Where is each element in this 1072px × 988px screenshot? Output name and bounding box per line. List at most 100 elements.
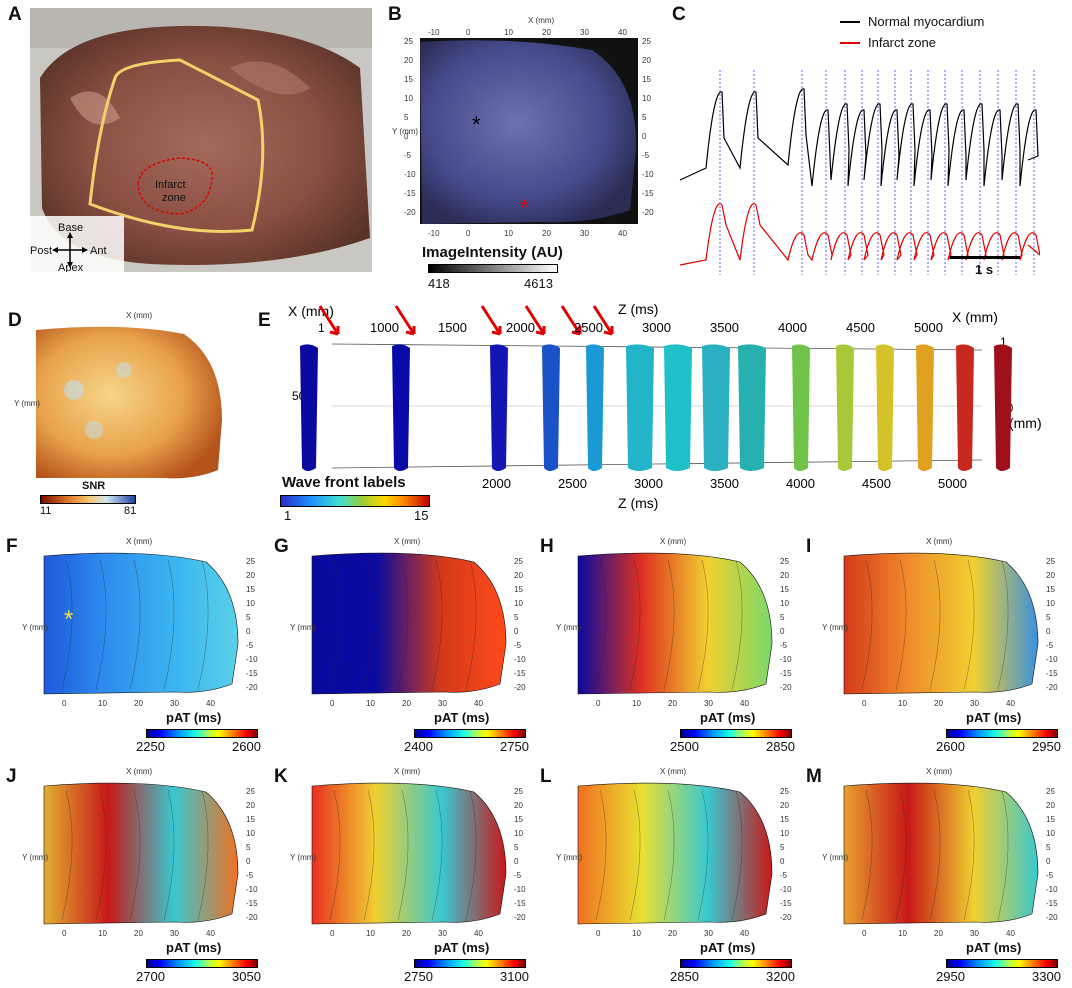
isochrone-line	[163, 559, 175, 691]
map-x-tick: 0	[62, 929, 67, 938]
isochrone-line	[61, 559, 73, 691]
panel-letter-b: B	[388, 4, 402, 25]
isochrone-line	[731, 789, 743, 921]
map-x-tick: 30	[438, 699, 447, 708]
map-y-tick: 0	[514, 857, 519, 866]
map-y-tick: -10	[780, 655, 792, 664]
map-x-tick: 40	[740, 929, 749, 938]
map-x-tick: 10	[98, 929, 107, 938]
e-z-top-tick: 2500	[574, 320, 603, 335]
map-y-tick: -15	[780, 899, 792, 908]
map-y-tick: -20	[514, 683, 526, 692]
map-x-tick: 30	[170, 929, 179, 938]
pat-cb-title: pAT (ms)	[166, 710, 222, 725]
map-x-tick: 40	[206, 699, 215, 708]
map-y-tick: 5	[780, 613, 785, 622]
map-y-tick: -20	[780, 683, 792, 692]
b-cb-max: 4613	[524, 276, 553, 291]
pat-map-panel: F 0 10 20 30 40 25 20 15 10 5 0 -5 -10 -15 -20 X (mm) Y (…	[6, 534, 268, 756]
map-y-tick: -10	[780, 885, 792, 894]
map-y-tick: 10	[780, 829, 789, 838]
map-y-tick: -10	[1046, 885, 1058, 894]
map-x-tick: 0	[862, 699, 867, 708]
pat-colorbar	[146, 959, 258, 968]
map-x-tick: 20	[134, 929, 143, 938]
map-x-label: X (mm)	[660, 767, 687, 776]
intensity-map-svg: X (mm) Y (mm) * * -10 -10 0 0 10 10 20 20 30 30 40…	[392, 16, 654, 238]
map-y-tick: 10	[514, 829, 523, 838]
pat-map-panel: K 0 10 20 30 40 25 20 15 10 5 0 -5 -10 -15 -20 X (mm) Y (…	[274, 764, 536, 986]
map-y-tick: 15	[780, 815, 789, 824]
map-y-tick: 20	[780, 571, 789, 580]
b-y-tick: -10	[404, 170, 416, 179]
map-y-tick: -20	[1046, 683, 1058, 692]
map-x-label: X (mm)	[660, 537, 687, 546]
map-y-label: Y (mm)	[22, 853, 48, 862]
b-y-tick: 10	[404, 94, 413, 103]
isochrone-line	[129, 789, 141, 921]
b-y-tick: -15	[404, 189, 416, 198]
isochrone-line	[329, 789, 341, 921]
map-x-label: X (mm)	[394, 767, 421, 776]
pat-colorbar	[146, 729, 258, 738]
map-y-tick: 25	[514, 787, 523, 796]
map-x-label: X (mm)	[394, 537, 421, 546]
isochrone-line	[363, 559, 375, 691]
d-cb-max: 81	[124, 505, 137, 517]
map-y-tick: 25	[246, 787, 255, 796]
isochrone-line	[929, 559, 941, 691]
scale-bar-label: 1 s	[975, 262, 994, 277]
pat-map-surface	[843, 782, 1039, 925]
pat-map-surface	[311, 552, 507, 695]
map-y-tick: -20	[246, 683, 258, 692]
e-z-top-tick: 2000	[506, 320, 535, 335]
map-y-label: Y (mm)	[556, 853, 582, 862]
legend-swatch-infarct	[840, 41, 860, 44]
map-y-tick: -5	[1046, 871, 1054, 880]
b-y-label: Y (mm)	[392, 127, 418, 136]
map-y-tick: 0	[780, 627, 785, 636]
panel-letter-e: E	[258, 310, 271, 331]
legend-label-infarct: Infarct zone	[868, 35, 936, 50]
wavefront-blob	[956, 344, 974, 471]
b-x-tick: 30	[580, 229, 589, 238]
red-arrow	[592, 305, 614, 336]
b-x-tick: 0	[466, 28, 471, 37]
wavefront-blob	[836, 344, 854, 471]
map-y-tick: -5	[1046, 641, 1054, 650]
map-y-tick: -15	[780, 669, 792, 678]
map-y-tick: -10	[246, 655, 258, 664]
wavefront-blob	[876, 344, 894, 471]
b-y-tick: 10	[642, 94, 651, 103]
map-x-tick: 10	[98, 699, 107, 708]
isochrone-line	[197, 789, 209, 921]
b-marker-black: *	[472, 112, 481, 137]
map-x-label: X (mm)	[926, 537, 953, 546]
map-x-label: X (mm)	[126, 767, 153, 776]
signal-traces-svg	[679, 70, 1041, 275]
legend-item-normal: Normal myocardium	[840, 14, 984, 29]
map-x-tick: 20	[934, 699, 943, 708]
normal-trace	[679, 88, 1039, 187]
pat-map-surface	[311, 782, 507, 925]
pat-cb-title: pAT (ms)	[700, 940, 756, 955]
isochrone-line	[465, 559, 477, 691]
isochrone-line	[595, 559, 607, 691]
pat-cb-min: 2950	[936, 969, 965, 984]
isochrone-line	[663, 559, 675, 691]
map-y-label: Y (mm)	[22, 623, 48, 632]
legend-item-infarct: Infarct zone	[840, 35, 984, 50]
b-x-tick: 40	[618, 28, 627, 37]
map-x-tick: 0	[62, 699, 67, 708]
map-y-tick: -5	[780, 641, 788, 650]
map-x-label: X (mm)	[926, 767, 953, 776]
legend-label-normal: Normal myocardium	[868, 14, 985, 29]
map-y-tick: 15	[1046, 585, 1055, 594]
e-z-bottom-tick: 3500	[710, 476, 739, 491]
e-z-label-bottom: Z (ms)	[618, 495, 658, 511]
map-y-tick: 5	[514, 613, 519, 622]
map-y-tick: -20	[780, 913, 792, 922]
pat-cb-title: pAT (ms)	[434, 940, 490, 955]
d-x-label: X (mm)	[126, 311, 153, 320]
b-y-tick: 5	[642, 113, 647, 122]
